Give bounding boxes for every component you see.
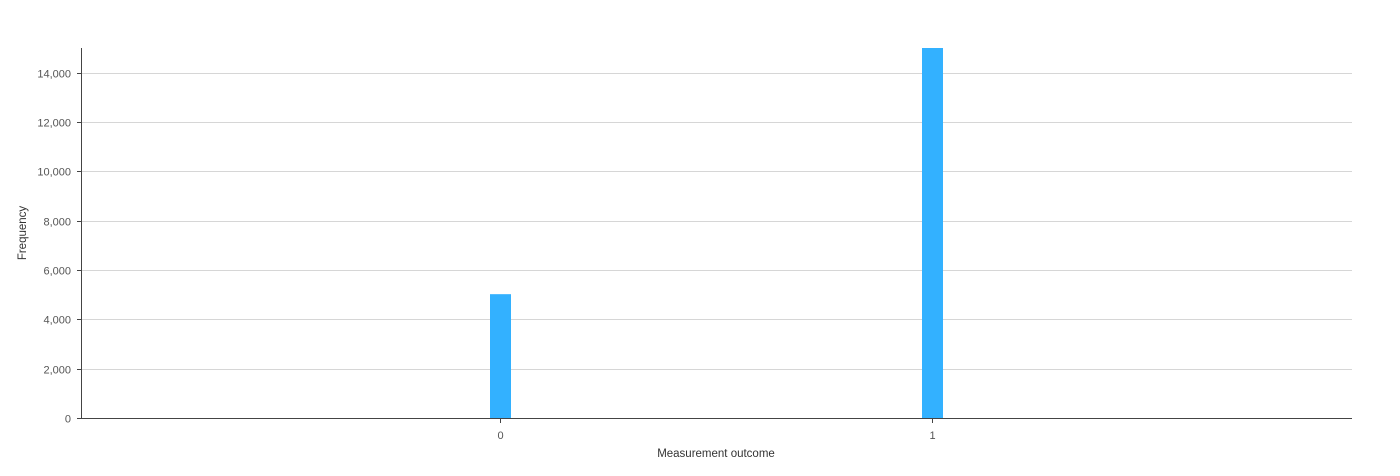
y-tick-label: 4,000: [43, 315, 71, 327]
x-tick-label: 0: [497, 430, 503, 442]
y-tick-label: 8,000: [43, 217, 71, 229]
x-tick-label: 1: [929, 430, 935, 442]
grid-lines: [81, 73, 1352, 370]
y-tick-label: 10,000: [37, 167, 71, 179]
y-tick-label: 2,000: [43, 365, 71, 377]
y-tick-label: 6,000: [43, 266, 71, 278]
bars: [490, 48, 943, 418]
axes: [81, 48, 1352, 419]
y-tick-label: 0: [65, 414, 71, 426]
y-tick-label: 12,000: [37, 118, 71, 130]
bar-0: [490, 294, 511, 418]
y-tick-labels: 0 2,000 4,000 6,000 8,000 10,000 12,000 14,000: [37, 69, 81, 426]
bar-1: [922, 48, 943, 418]
y-axis-title: Frequency: [17, 206, 29, 261]
x-axis-title: Measurement outcome: [657, 448, 775, 460]
y-tick-label: 14,000: [37, 69, 71, 81]
